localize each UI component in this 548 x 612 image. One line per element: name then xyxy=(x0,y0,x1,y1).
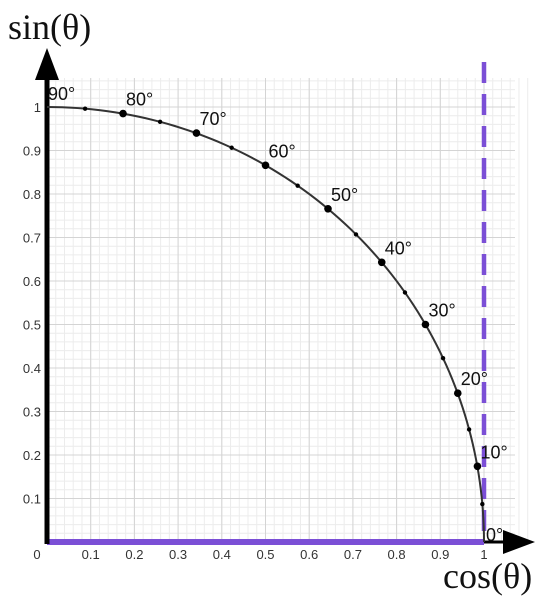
x-tick-label: 0.7 xyxy=(344,547,362,562)
minor-point xyxy=(353,232,359,237)
point-10deg xyxy=(473,462,482,471)
point-40deg xyxy=(377,258,386,267)
minor-point xyxy=(466,427,472,432)
y-tick-label: 0.6 xyxy=(23,274,41,289)
point-50deg xyxy=(324,204,332,213)
minor-point xyxy=(157,119,163,125)
point-label-60deg: 60° xyxy=(269,141,296,161)
x-tick-label: 0.4 xyxy=(213,547,231,562)
x-axis-arrow xyxy=(503,530,535,554)
point-label-90deg: 90° xyxy=(48,84,75,104)
x-tick-label: 0 xyxy=(33,547,40,562)
point-label-30deg: 30° xyxy=(428,301,455,321)
y-tick-label: 0.3 xyxy=(23,405,41,420)
x-tick-label: 0.9 xyxy=(431,547,449,562)
point-label-50deg: 50° xyxy=(331,185,358,205)
minor-grid xyxy=(46,78,529,543)
y-axis-label: sin(θ) xyxy=(8,7,91,47)
minor-point xyxy=(480,501,485,507)
x-tick-label: 0.5 xyxy=(256,547,274,562)
point-label-70deg: 70° xyxy=(199,109,226,129)
point-label-80deg: 80° xyxy=(126,90,153,110)
y-tick-label: 0.8 xyxy=(23,187,41,202)
x-tick-label: 0.6 xyxy=(300,547,318,562)
point-30deg xyxy=(421,320,430,329)
x-tick-label: 0.8 xyxy=(388,547,406,562)
point-label-20deg: 20° xyxy=(461,369,488,389)
reference-lines xyxy=(47,62,487,545)
points-layer: 0° 10° 20° 30° 40° 50° 60° 70° 80° 90° xyxy=(48,84,508,545)
point-label-40deg: 40° xyxy=(385,238,412,258)
x-axis-label: cos(θ) xyxy=(443,556,532,596)
y-tick-label: 0.1 xyxy=(23,492,41,507)
x-tick-label: 0.1 xyxy=(82,547,100,562)
y-tick-label: 1 xyxy=(34,100,41,115)
axes xyxy=(35,48,535,554)
point-60deg xyxy=(261,161,270,170)
tick-labels: 0 0.1 0.2 0.3 0.4 0.5 0.6 0.7 0.8 0.9 1 0.1 0.2 0.3 0.… xyxy=(23,100,488,562)
minor-point xyxy=(402,290,408,295)
y-tick-label: 0.2 xyxy=(23,448,41,463)
minor-point xyxy=(295,183,300,188)
minor-point xyxy=(229,145,234,150)
x-tick-label: 0.3 xyxy=(169,547,187,562)
y-tick-label: 0.9 xyxy=(23,144,41,159)
y-tick-label: 0.7 xyxy=(23,231,41,246)
point-70deg xyxy=(192,129,201,137)
point-80deg xyxy=(119,109,127,118)
point-label-0deg: 0° xyxy=(486,525,503,545)
x-tick-label: 0.2 xyxy=(125,547,143,562)
y-tick-label: 0.4 xyxy=(23,361,41,376)
point-20deg xyxy=(453,389,462,398)
minor-point xyxy=(82,106,88,111)
point-label-10deg: 10° xyxy=(480,442,507,462)
minor-point xyxy=(440,355,446,361)
y-axis-arrow xyxy=(35,48,59,80)
x-tick-label: 1 xyxy=(480,547,487,562)
y-tick-label: 0.5 xyxy=(23,318,41,333)
